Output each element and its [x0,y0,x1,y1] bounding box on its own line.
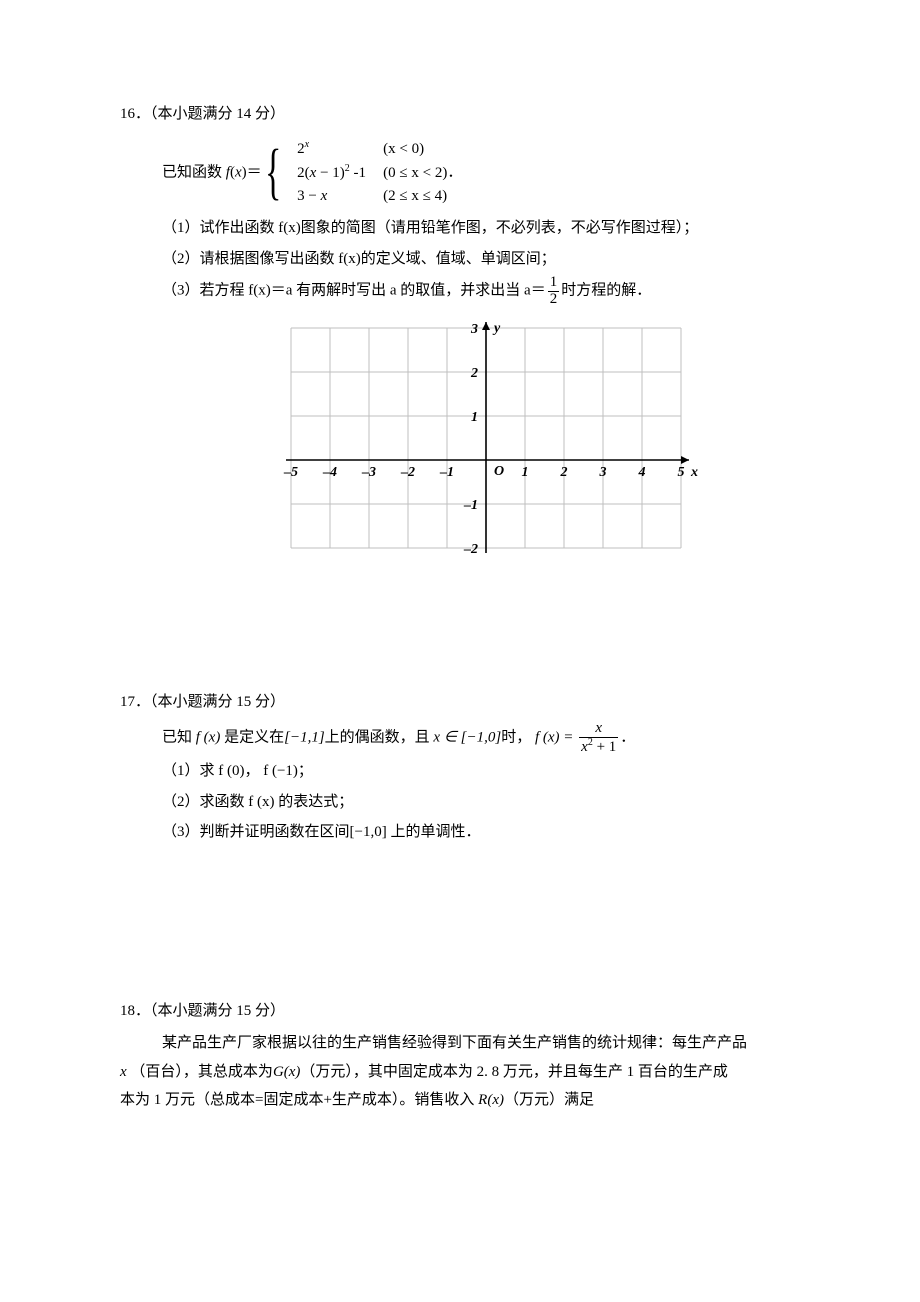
piecewise-cases: 2x(x < 0) 2(x − 1)2 -1(0 ≤ x < 2) 3 − x(… [297,137,447,209]
fn-f: f [226,164,230,180]
case-expr: 3 − x [297,185,383,208]
problem-16-q1: （1）试作出函数 f(x)图象的简图（请用铅笔作图，不必列表，不必写作图过程）； [162,214,810,243]
svg-text:–1: –1 [439,465,454,480]
fn-fx: f (x) [196,729,221,745]
svg-text:–5: –5 [283,465,298,480]
p18-l3b: （万元）满足 [504,1092,594,1108]
problem-17-q3: （3）判断并证明函数在区间[−1,0] 上的单调性． [162,818,810,847]
problem-16-q2: （2）请根据图像写出函数 f(x)的定义域、值域、单调区间； [162,245,810,274]
frac-den: x2 + 1 [579,737,618,756]
f-eq: f (x) = [535,729,577,745]
var-x: x [120,1064,127,1080]
stem-c: 上的偶函数，且 [325,729,434,745]
eq-sign: ＝ [247,164,262,180]
p18-l3a: 本为 1 万元（总成本=固定成本+生产成本）。销售收入 [120,1092,478,1108]
frac-den: 2 [548,291,560,308]
coordinate-grid: –5 –4 –3 –2 –1 1 2 3 4 5 –2 –1 1 2 3 Ox y [162,318,810,579]
problem-16: 16．（本小题满分 14 分） 已知函数 f(x)＝ { 2x(x < 0) 2… [120,100,810,578]
problem-17: 17．（本小题满分 15 分） 已知 f (x) 是定义在[−1,1]上的偶函数… [120,688,810,847]
case-cond: (2 ≤ x ≤ 4) [383,188,447,204]
stem-a: 已知 [162,729,196,745]
case-row: 2x(x < 0) [297,137,447,161]
svg-text:–4: –4 [322,465,337,480]
problem-18-head: 18．（本小题满分 15 分） [120,997,810,1026]
stem-d: 时， [501,729,531,745]
svg-text:x: x [690,465,698,480]
problem-17-q1: （1）求 f (0)， f (−1)； [162,757,810,786]
p18-l1: 某产品生产厂家根据以往的生产销售经验得到下面有关生产销售的统计规律：每生产产品 [162,1035,747,1051]
svg-text:–1: –1 [463,498,478,513]
problem-17-head: 17．（本小题满分 15 分） [120,688,810,717]
fn-Gx: G(x) [273,1064,300,1080]
var-x: x [235,164,242,180]
stem-b: 是定义在 [220,729,284,745]
case-expr: 2x [297,137,383,161]
problem-16-q3: （3）若方程 f(x)＝a 有两解时写出 a 的取值，并求出当 a＝12时方程的… [162,275,810,308]
period: ． [447,164,462,180]
fraction-half: 12 [548,275,560,308]
case-cond: (x < 0) [383,141,424,157]
p18-l2c: （万元），其中固定成本为 2. 8 万元，并且每生产 1 百台的生产成 [300,1064,728,1080]
problem-16-stem: 已知函数 f(x)＝ { 2x(x < 0) 2(x − 1)2 -1(0 ≤ … [162,133,810,213]
case-row: 3 − x(2 ≤ x ≤ 4) [297,185,447,208]
stem-prefix: 已知函数 [162,164,226,180]
problem-18: 18．（本小题满分 15 分） 某产品生产厂家根据以往的生产销售经验得到下面有关… [120,997,810,1115]
svg-text:4: 4 [638,465,646,480]
svg-text:5: 5 [678,465,685,480]
case-row: 2(x − 1)2 -1(0 ≤ x < 2) [297,161,447,185]
svg-text:–2: –2 [463,542,478,557]
svg-text:3: 3 [599,465,607,480]
case-cond: (0 ≤ x < 2) [383,165,447,181]
period: ． [620,729,635,745]
frac-num: 1 [548,275,560,291]
svg-text:y: y [492,321,501,336]
svg-text:–3: –3 [361,465,376,480]
q3-part-a: （3）若方程 f(x)＝a 有两解时写出 a 的取值，并求出当 a＝ [162,283,546,299]
svg-text:2: 2 [560,465,568,480]
fraction-fx: xx2 + 1 [579,721,618,756]
frac-num: x [579,721,618,737]
problem-17-stem: 已知 f (x) 是定义在[−1,1]上的偶函数，且 x ∈ [−1,0]时， … [162,721,810,756]
p18-l2b: （百台），其总成本为 [130,1064,273,1080]
left-brace-icon: { [265,141,281,203]
x-in: x ∈ [−1,0] [433,729,501,745]
problem-16-head: 16．（本小题满分 14 分） [120,100,810,129]
piecewise-brace: { 2x(x < 0) 2(x − 1)2 -1(0 ≤ x < 2) 3 − … [265,137,447,209]
svg-text:1: 1 [471,410,478,425]
domain: [−1,1] [284,729,325,745]
problem-17-q2: （2）求函数 f (x) 的表达式； [162,788,810,817]
grid-svg: –5 –4 –3 –2 –1 1 2 3 4 5 –2 –1 1 2 3 Ox y [271,318,701,568]
svg-text:2: 2 [470,366,478,381]
svg-text:1: 1 [522,465,529,480]
svg-text:–2: –2 [400,465,415,480]
svg-text:O: O [494,464,504,479]
fn-Rx: R(x) [478,1092,504,1108]
q3-part-b: 时方程的解． [561,283,651,299]
svg-text:3: 3 [470,322,478,337]
case-expr: 2(x − 1)2 -1 [297,161,383,185]
